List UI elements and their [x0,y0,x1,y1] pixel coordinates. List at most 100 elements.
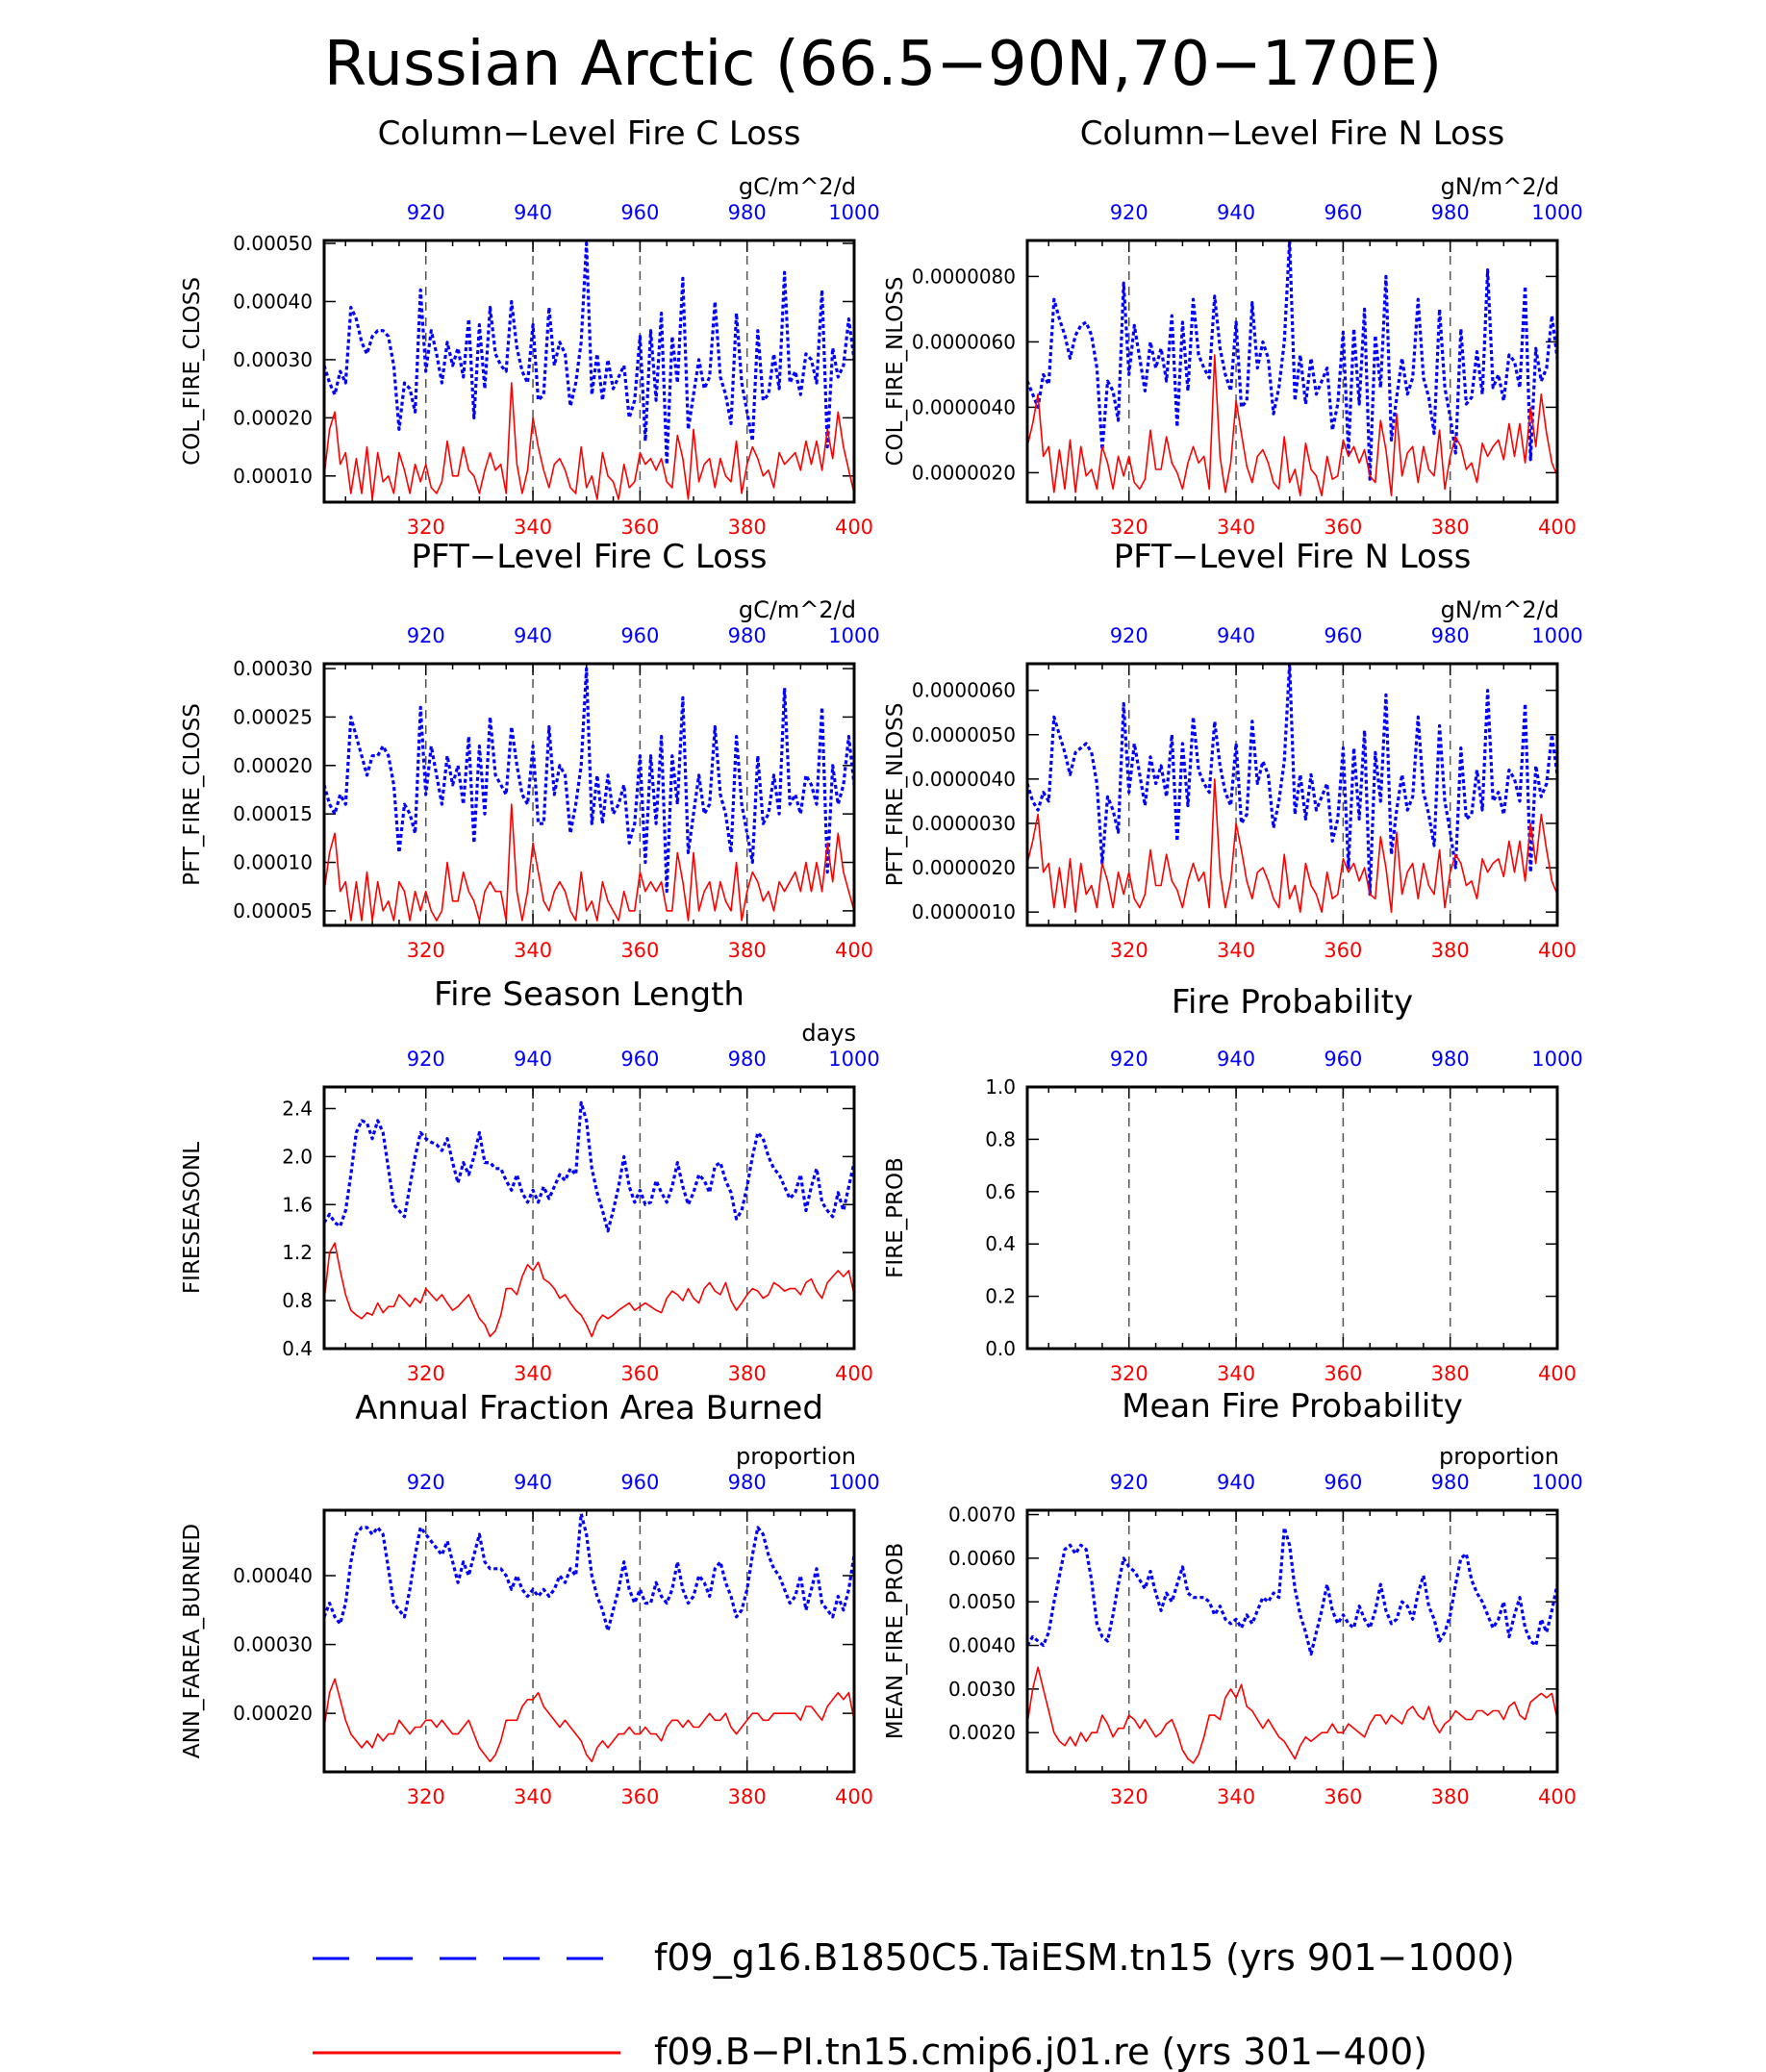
plot-frame [322,662,856,927]
x-tick-label: 320 [407,1785,445,1808]
y-tick-label: 1.2 [282,1241,313,1264]
panels: Column−Level Fire C Loss gC/m^2/d 320 340 36… [180,114,1583,1808]
series-line-taiesm [324,1100,854,1233]
x-tick-label: 340 [1217,939,1255,962]
x-top-tick-label: 960 [620,1048,659,1071]
panel-units: proportion [1439,1443,1559,1470]
panel-title: Mean Fire Probability [1122,1387,1463,1426]
panel-units: gN/m^2/d [1441,596,1559,623]
y-tick-label: 0.00005 [233,899,313,922]
panel-units: proportion [736,1443,856,1470]
panel-units: gC/m^2/d [739,173,856,200]
plot-frame [322,1508,856,1774]
y-tick-label: 0.0000040 [912,395,1016,418]
x-top-tick-label: 940 [1217,201,1255,224]
series-line-taiesm [324,667,854,894]
panel-6: Fire Probability 320 340 360 380 400 920 940 960… [883,983,1583,1385]
x-top-tick-label: 920 [1110,1048,1148,1071]
panel-units: days [801,1020,856,1047]
x-tick-label: 360 [620,939,659,962]
x-tick-label: 380 [728,939,767,962]
y-tick-label: 0.0050 [948,1590,1016,1613]
panel-3: PFT−Level Fire C Loss gC/m^2/d 320 340 360 38… [180,538,880,962]
x-top-tick-label: 920 [407,201,445,224]
y-tick-label: 0.0060 [948,1547,1016,1570]
plot-area [324,667,854,922]
panel-units: gN/m^2/d [1441,173,1559,200]
plot-area [324,241,854,500]
panel-title: PFT−Level Fire N Loss [1114,538,1472,576]
y-tick-label: 0.00040 [233,290,313,313]
panel-4: PFT−Level Fire N Loss gN/m^2/d 320 340 360 38… [883,538,1583,962]
y-axis-label: MEAN_FIRE_PROB [883,1543,908,1740]
y-tick-label: 0.0000020 [912,856,1016,879]
panel-title: Annual Fraction Area Burned [355,1389,823,1428]
x-tick-label: 320 [1110,1362,1148,1385]
x-tick-label: 400 [1538,1362,1577,1385]
x-tick-label: 320 [407,516,445,539]
x-top-tick-label: 960 [620,624,659,647]
y-axis-label: FIRE_PROB [883,1157,908,1278]
x-top-tick-label: 1000 [1531,1471,1582,1494]
figure-title: Russian Arctic (66.5−90N,70−170E) [324,29,1442,100]
x-tick-label: 340 [514,939,552,962]
x-top-tick-label: 940 [514,201,552,224]
x-tick-label: 340 [514,1785,552,1808]
y-tick-label: 0.0000060 [912,679,1016,702]
y-tick-label: 0.0000010 [912,900,1016,923]
y-tick-label: 0.0 [985,1337,1016,1360]
plot-frame [322,239,856,504]
x-top-tick-label: 920 [407,1048,445,1071]
x-top-tick-label: 920 [1110,624,1148,647]
y-tick-label: 2.0 [282,1145,313,1168]
x-top-tick-label: 980 [1431,1048,1470,1071]
plot-frame [1025,662,1559,927]
x-tick-label: 360 [1324,516,1362,539]
x-tick-label: 360 [620,1785,659,1808]
y-tick-label: 0.00030 [233,348,313,371]
x-top-tick-label: 920 [407,624,445,647]
panel-title: Column−Level Fire N Loss [1080,114,1505,153]
y-axis-label: PFT_FIRE_NLOSS [883,703,908,887]
y-tick-label: 0.00025 [233,705,313,728]
y-axis-label: ANN_FAREA_BURNED [180,1524,205,1758]
x-top-tick-label: 980 [1431,624,1470,647]
y-tick-label: 0.0000060 [912,330,1016,353]
legend-label-cmip6: f09.B−PI.tn15.cmip6.j01.re (yrs 301−400) [654,2031,1427,2072]
x-tick-label: 400 [1538,1785,1577,1808]
panel-title: PFT−Level Fire C Loss [412,538,768,576]
x-top-tick-label: 940 [514,1471,552,1494]
series-line-cmip6 [1027,778,1557,914]
y-tick-label: 0.8 [282,1289,313,1312]
legend-label-taiesm: f09_g16.B1850C5.TaiESM.tn15 (yrs 901−100… [654,1936,1515,1979]
x-tick-label: 340 [1217,1362,1255,1385]
plot-area [1027,664,1557,914]
x-tick-label: 380 [728,1785,767,1808]
panel-8: Mean Fire Probability proportion 320 340 360… [883,1387,1583,1808]
y-tick-label: 0.00015 [233,802,313,825]
x-top-tick-label: 980 [1431,1471,1470,1494]
x-top-tick-label: 920 [1110,1471,1148,1494]
x-top-tick-label: 1000 [1531,624,1582,647]
x-top-tick-label: 960 [1324,624,1362,647]
x-top-tick-label: 1000 [828,1471,879,1494]
plot-frame [1025,1508,1559,1774]
y-axis-label: COL_FIRE_CLOSS [180,277,205,466]
x-top-tick-label: 980 [728,624,767,647]
panel-title: Column−Level Fire C Loss [378,114,801,153]
x-top-tick-label: 960 [1324,1048,1362,1071]
x-top-tick-label: 920 [1110,201,1148,224]
x-tick-label: 340 [514,1362,552,1385]
y-tick-label: 0.0000030 [912,812,1016,835]
y-tick-label: 0.8 [985,1127,1016,1150]
x-tick-label: 380 [1431,1362,1470,1385]
x-top-tick-label: 1000 [1531,1048,1582,1071]
plot-area [1027,1526,1557,1764]
legend: f09_g16.B1850C5.TaiESM.tn15 (yrs 901−100… [313,1936,1515,2072]
x-top-tick-label: 980 [1431,201,1470,224]
plot-frame [1025,239,1559,504]
x-tick-label: 320 [1110,516,1148,539]
y-tick-label: 0.0070 [948,1503,1016,1527]
x-tick-label: 320 [407,939,445,962]
x-top-tick-label: 940 [514,1048,552,1071]
